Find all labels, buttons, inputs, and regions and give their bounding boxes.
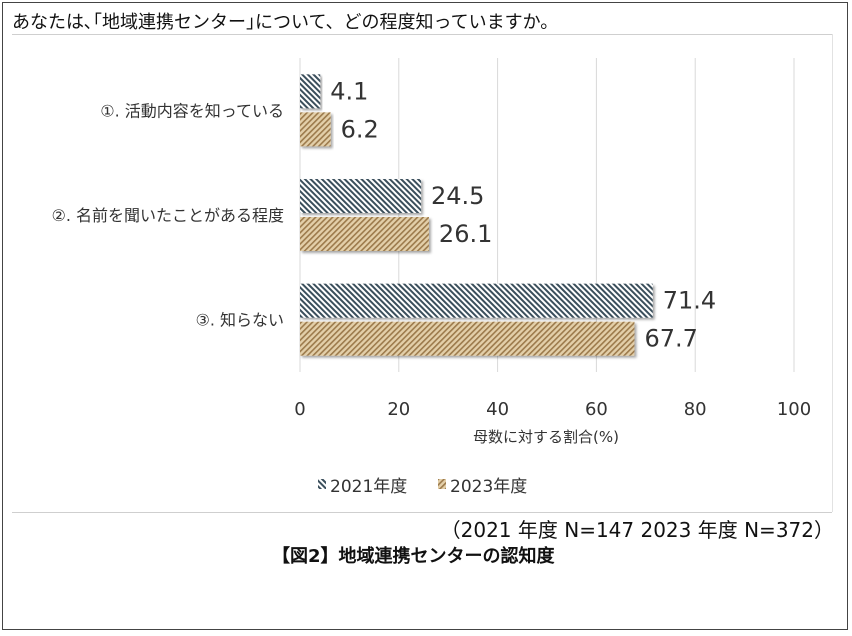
figure-caption: 【図2】地域連携センターの認知度 <box>272 546 555 567</box>
bar <box>300 179 422 213</box>
question-title: あなたは､｢地域連携センター｣について、どの程度知っていますか。 <box>12 12 559 33</box>
category-label: ②. 名前を聞いたことがある程度 <box>51 206 284 225</box>
category-labels-layer: ①. 活動内容を知っている ②. 名前を聞いたことがある程度 ③. 知らない <box>51 101 284 329</box>
bar <box>300 74 321 109</box>
x-tick-labels-layer: 0 20 40 60 80 100 <box>294 399 811 420</box>
x-tick-label: 0 <box>294 399 305 420</box>
gridlines <box>299 58 795 372</box>
legend-swatch <box>438 479 446 489</box>
bar <box>300 112 331 147</box>
bar <box>300 321 635 356</box>
bars-layer <box>300 74 653 356</box>
x-tick-label: 60 <box>585 399 608 420</box>
category-label: ③. 知らない <box>195 311 284 330</box>
x-tick-label: 20 <box>387 399 410 420</box>
data-labels-layer: 4.1 6.2 24.5 26.1 71.4 67.7 <box>330 77 716 352</box>
data-label: 67.7 <box>644 325 697 353</box>
x-axis-label: 母数に対する割合(%) <box>473 428 619 446</box>
data-label: 24.5 <box>431 182 484 210</box>
data-label: 6.2 <box>341 115 379 143</box>
panel-bottom-border <box>12 512 832 513</box>
data-label: 26.1 <box>439 220 492 248</box>
legend-entry: 2023年度 <box>450 477 527 497</box>
bar <box>300 217 429 251</box>
x-tick-label: 40 <box>486 399 509 420</box>
x-tick-label: 100 <box>777 399 811 420</box>
legend-swatch <box>318 479 326 489</box>
category-label: ①. 活動内容を知っている <box>100 101 284 120</box>
x-tick-label: 80 <box>684 399 707 420</box>
data-label: 4.1 <box>330 77 368 105</box>
sample-size-note: （2021 年度 N=147 2023 年度 N=372） <box>440 518 834 542</box>
legend: 2021年度 2023年度 <box>318 477 527 497</box>
panel-right-border <box>832 34 833 512</box>
title-divider <box>12 34 832 35</box>
bar <box>300 283 653 318</box>
legend-entry: 2021年度 <box>330 477 407 497</box>
data-label: 71.4 <box>663 287 716 315</box>
